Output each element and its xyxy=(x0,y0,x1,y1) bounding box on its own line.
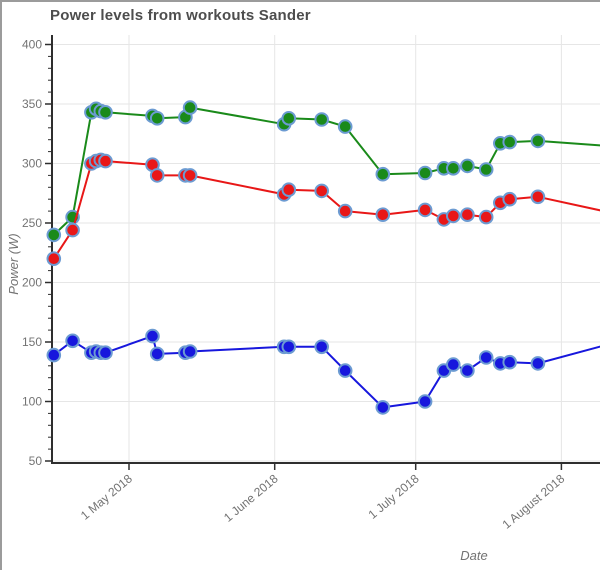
red-series-point[interactable] xyxy=(446,208,461,224)
green-series-point[interactable] xyxy=(98,105,113,120)
blue-series-point[interactable] xyxy=(281,339,297,355)
blue-series-point[interactable] xyxy=(478,350,494,365)
green-series-point[interactable] xyxy=(281,111,297,126)
blue-series-point[interactable] xyxy=(98,345,113,361)
red-series-point[interactable] xyxy=(375,207,391,222)
blue-series-point[interactable] xyxy=(530,356,546,371)
green-series-point[interactable] xyxy=(502,134,518,150)
red-series-point[interactable] xyxy=(478,209,494,225)
blue-series-point[interactable] xyxy=(314,339,330,355)
red-series-point[interactable] xyxy=(460,207,475,222)
blue-series-point[interactable] xyxy=(182,344,198,359)
red-series-point[interactable] xyxy=(417,202,433,218)
blue-series-point[interactable] xyxy=(460,363,475,378)
y-tick-label: 300 xyxy=(22,157,42,171)
red-series-point[interactable] xyxy=(65,222,80,238)
blue-series-point[interactable] xyxy=(145,328,160,344)
y-tick-label: 150 xyxy=(22,335,42,349)
green-series-point[interactable] xyxy=(417,165,433,181)
blue-series-point[interactable] xyxy=(417,394,433,409)
x-tick-label: 1 August 2018 xyxy=(500,471,568,531)
y-tick-label: 100 xyxy=(22,395,42,409)
green-series-point[interactable] xyxy=(46,227,62,243)
x-tick-label: 1 June 2018 xyxy=(221,471,281,524)
y-tick-label: 350 xyxy=(22,97,42,111)
red-series-point[interactable] xyxy=(314,183,330,199)
green-series-point[interactable] xyxy=(530,133,546,149)
red-series-point[interactable] xyxy=(502,191,518,207)
green-series-point[interactable] xyxy=(182,100,198,115)
green-series-point[interactable] xyxy=(314,112,330,127)
blue-series-point[interactable] xyxy=(337,363,353,378)
red-series-point[interactable] xyxy=(337,203,353,219)
blue-series-point[interactable] xyxy=(65,333,80,349)
green-series-point[interactable] xyxy=(149,111,165,126)
green-series-point[interactable] xyxy=(337,119,353,134)
y-tick-label: 400 xyxy=(22,38,42,52)
green-series-point[interactable] xyxy=(460,158,475,174)
green-series-point[interactable] xyxy=(478,162,494,177)
y-tick-label: 250 xyxy=(22,216,42,230)
plot-area[interactable] xyxy=(52,35,600,463)
red-series-point[interactable] xyxy=(281,182,297,197)
blue-series-point[interactable] xyxy=(149,346,165,362)
x-tick-label: 1 July 2018 xyxy=(366,471,422,521)
y-axis-title: Power (W) xyxy=(6,233,21,294)
green-series-point[interactable] xyxy=(375,166,391,182)
red-series-point[interactable] xyxy=(46,251,62,267)
y-tick-label: 50 xyxy=(29,454,43,468)
blue-series-point[interactable] xyxy=(502,354,518,370)
chart-title: Power levels from workouts Sander xyxy=(50,7,311,24)
blue-series-point[interactable] xyxy=(446,357,461,372)
green-series-point[interactable] xyxy=(446,161,461,176)
x-axis-title: Date xyxy=(460,548,487,563)
blue-series-point[interactable] xyxy=(375,400,391,415)
x-tick-label: 1 May 2018 xyxy=(78,471,135,522)
red-series-point[interactable] xyxy=(149,168,165,183)
red-series-point[interactable] xyxy=(530,189,546,205)
red-series-point[interactable] xyxy=(182,168,198,183)
blue-series-point[interactable] xyxy=(46,347,62,363)
red-series-point[interactable] xyxy=(98,153,113,169)
y-tick-label: 200 xyxy=(22,276,42,290)
